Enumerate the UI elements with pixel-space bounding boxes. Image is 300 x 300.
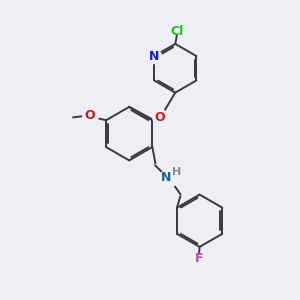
Text: F: F	[195, 252, 203, 265]
Text: O: O	[154, 110, 165, 124]
Text: H: H	[172, 167, 181, 177]
Text: Cl: Cl	[170, 25, 183, 38]
Text: N: N	[161, 171, 171, 184]
Text: O: O	[84, 109, 95, 122]
Text: N: N	[149, 50, 159, 63]
